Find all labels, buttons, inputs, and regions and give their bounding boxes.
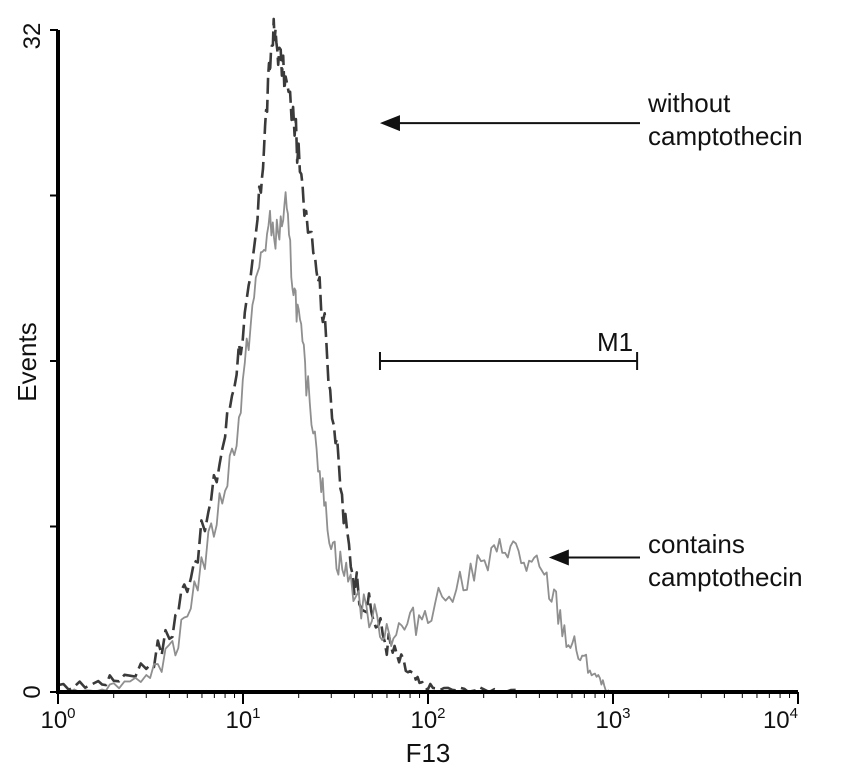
arrowhead-without-icon <box>379 115 400 132</box>
y-tick-label: 32 <box>19 23 46 50</box>
x-tick-label: 104 <box>763 705 798 734</box>
series-line-without <box>57 17 517 694</box>
annotation-label-without-line2: camptothecin <box>648 121 803 151</box>
m1-marker: M1 <box>378 327 639 370</box>
annotation-with: contains camptothecin <box>548 529 803 592</box>
annotation-without: without camptothecin <box>379 88 803 151</box>
histogram-curves <box>57 17 610 694</box>
annotation-label-with-line2: camptothecin <box>648 562 803 592</box>
x-tick-label: 101 <box>225 705 260 734</box>
arrowhead-with-icon <box>548 549 569 566</box>
series-line-with <box>58 191 610 693</box>
y-axis-title: Events <box>12 322 42 402</box>
y-axis-ticks <box>50 29 58 693</box>
annotation-label-with-line1: contains <box>648 529 745 559</box>
x-tick-label: 103 <box>595 705 630 734</box>
x-tick-label: 102 <box>410 705 445 734</box>
m1-label: M1 <box>597 327 633 357</box>
x-axis-title: F13 <box>406 738 451 768</box>
y-tick-label: 0 <box>19 685 46 698</box>
x-axis-ticks <box>57 692 799 704</box>
x-tick-label: 100 <box>40 705 75 734</box>
annotation-label-without-line1: without <box>647 88 731 118</box>
